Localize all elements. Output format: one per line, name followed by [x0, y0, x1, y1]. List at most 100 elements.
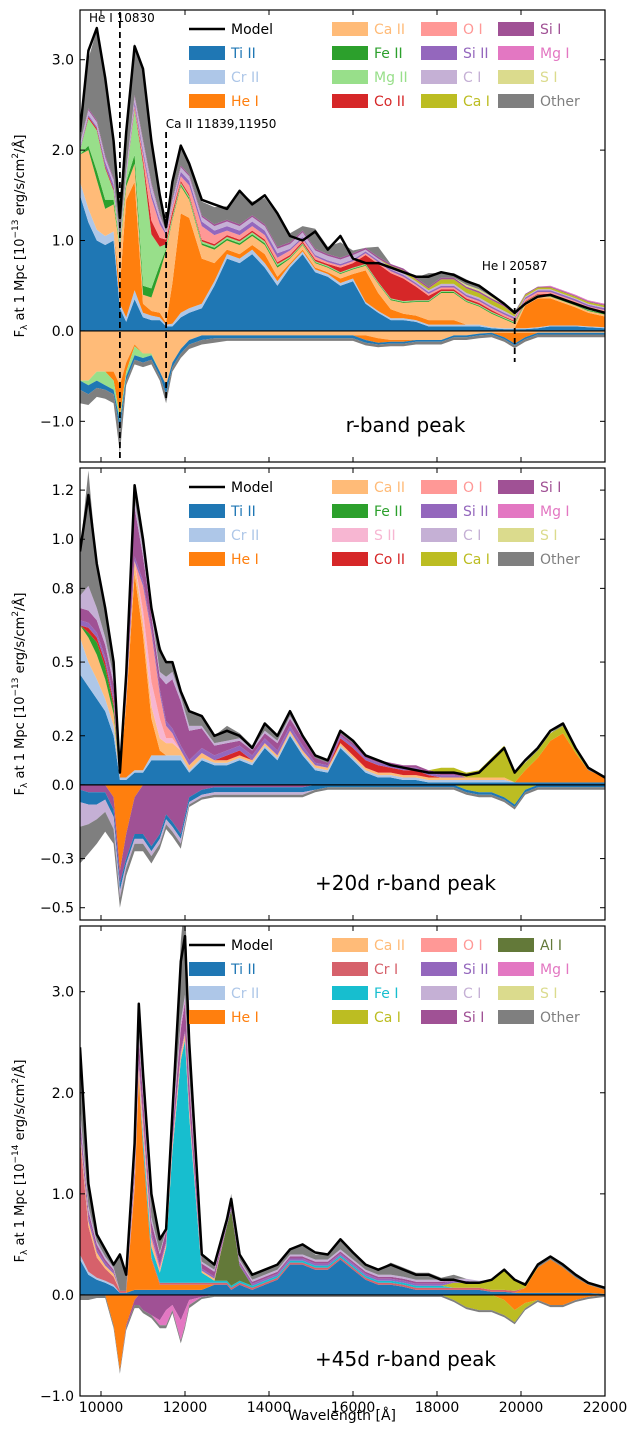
legend-swatch: [498, 94, 534, 108]
legend-item-ca-ii: Ca II: [332, 480, 405, 496]
legend-swatch: [332, 962, 368, 976]
y-axis-label: Fλ at 1 Mpc [10−13 erg/s/cm2/Å]: [11, 593, 30, 796]
legend-item-ca-ii: Ca II: [332, 22, 405, 38]
legend-label: Ca I: [463, 94, 490, 110]
y-tick-label: −0.3: [40, 852, 74, 868]
legend-item-he-i: He I: [189, 94, 259, 110]
legend: Model Ca II O I Al I Ti II Cr I Si II Mg I Cr II…: [189, 938, 580, 1026]
legend-item-co-ii: Co II: [332, 552, 405, 568]
legend-swatch: [189, 528, 225, 542]
legend-item-model: Model: [189, 480, 273, 496]
legend-item-mg-i: Mg I: [498, 504, 570, 520]
legend-label: Ti II: [230, 962, 256, 978]
plot-frame: [79, 9, 606, 463]
legend-label: Model: [231, 480, 273, 496]
y-tick-label: 1.0: [52, 234, 74, 250]
legend-swatch: [498, 962, 534, 976]
legend-label: S I: [540, 528, 557, 544]
legend-item-si-i: Si I: [498, 480, 561, 496]
legend-item-cr-ii: Cr II: [189, 986, 259, 1002]
legend-swatch: [332, 46, 368, 60]
legend-label: Model: [231, 22, 273, 38]
legend-swatch: [421, 552, 457, 566]
legend-swatch: [332, 22, 368, 36]
model-line: [80, 483, 605, 779]
legend-label: Ca I: [463, 552, 490, 568]
legend-item-model: Model: [189, 22, 273, 38]
legend-swatch: [332, 1010, 368, 1024]
legend-item-mg-ii: Mg II: [332, 70, 408, 86]
legend-swatch: [421, 986, 457, 1000]
y-axis-label: Fλ at 1 Mpc [10−13 erg/s/cm2/Å]: [11, 135, 30, 338]
plot-area: [80, 926, 605, 1374]
x-tick-label: 16000: [331, 1400, 376, 1416]
legend-item-al-i: Al I: [498, 938, 562, 954]
x-tick-label: 10000: [79, 1400, 124, 1416]
panel-3: −1.0 0.0 1.0 2.0 3.0 10000 12000 14000 16000 1800…: [11, 925, 627, 1416]
legend-label: Mg I: [540, 962, 570, 978]
legend-swatch: [332, 70, 368, 84]
legend-label: Other: [540, 94, 580, 110]
legend-item-si-ii: Si II: [421, 46, 488, 62]
legend-label: Co II: [374, 552, 405, 568]
legend-item-other: Other: [498, 1010, 580, 1026]
model-line: [80, 26, 605, 315]
area-ti-ii: [80, 674, 605, 785]
legend-label: He I: [231, 552, 259, 568]
legend-label: Other: [540, 1010, 580, 1026]
y-tick-label: 0.5: [52, 655, 74, 671]
legend-item-co-ii: Co II: [332, 94, 405, 110]
legend-label: Si I: [540, 480, 561, 496]
x-tick-label: 20000: [499, 1400, 544, 1416]
legend-label: C I: [463, 70, 481, 86]
legend-label: Al I: [540, 938, 562, 954]
plot-frame: [79, 925, 606, 1397]
legend-label: Si II: [463, 46, 488, 62]
legend-label: Ti II: [230, 504, 256, 520]
legend-label: He I: [231, 1010, 259, 1026]
legend-swatch: [421, 962, 457, 976]
y-tick-label: 0.0: [52, 778, 74, 794]
legend-swatch: [332, 528, 368, 542]
neg-area-he-i: [80, 784, 605, 871]
y-tick-label: 2.0: [52, 1086, 74, 1102]
area-mg-ii: [80, 109, 605, 323]
y-tick-label: 0.8: [52, 581, 74, 597]
neg-area-si-i: [80, 784, 605, 884]
legend-label: Ca II: [374, 480, 405, 496]
area-si-ii: [80, 101, 605, 320]
legend-swatch: [332, 504, 368, 518]
area-c-i: [80, 96, 605, 318]
legend-swatch: [332, 480, 368, 494]
y-tick-label: 1.0: [52, 532, 74, 548]
x-tick-label: 14000: [247, 1400, 292, 1416]
panel-2: −0.5 −0.3 0.0 0.2 0.5 0.8 1.0 1.2 Fλ at 1 Mpc [1…: [11, 467, 606, 921]
legend-label: Cr II: [231, 528, 259, 544]
legend-item-ti-ii: Ti II: [189, 46, 256, 62]
y-tick-label: 1.2: [52, 483, 74, 499]
legend-label: C I: [463, 986, 481, 1002]
legend-item-si-ii: Si II: [421, 962, 488, 978]
panel-annotation: +45d r-band peak: [315, 1347, 496, 1371]
legend-swatch: [498, 46, 534, 60]
legend-label: Co II: [374, 94, 405, 110]
legend-item-model: Model: [189, 938, 273, 954]
y-tick-label: 0.2: [52, 729, 74, 745]
legend-label: O I: [463, 938, 483, 954]
legend-item-s-i: S I: [498, 528, 557, 544]
legend-item-cr-ii: Cr II: [189, 70, 259, 86]
legend-swatch: [498, 986, 534, 1000]
legend-swatch: [498, 552, 534, 566]
legend-item-o-i: O I: [421, 938, 483, 954]
legend-swatch: [332, 938, 368, 952]
marker-label: Ca II 11839,11950: [166, 117, 277, 131]
marker-label: He I 10830: [89, 11, 155, 25]
legend-swatch: [332, 986, 368, 1000]
area-he-i: [80, 1077, 605, 1294]
legend-label: Si I: [540, 22, 561, 38]
legend-label: Fe II: [374, 504, 403, 520]
legend-item-fe-ii: Fe II: [332, 504, 403, 520]
legend-label: S I: [540, 986, 557, 1002]
legend-swatch: [421, 528, 457, 542]
